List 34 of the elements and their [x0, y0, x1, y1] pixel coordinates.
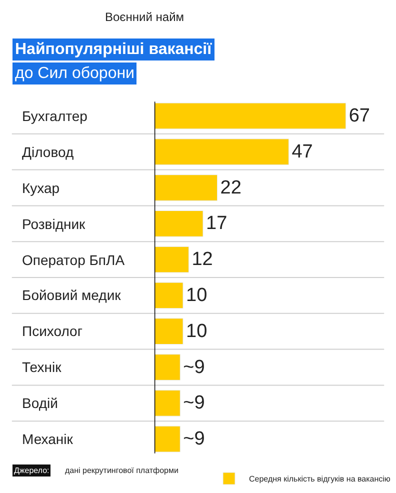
- bar: [154, 174, 218, 201]
- bar: [154, 318, 184, 345]
- data-label: ~9: [183, 392, 205, 414]
- data-label: 17: [206, 213, 228, 234]
- bar: [154, 426, 180, 452]
- y-tick-label: Водій: [22, 395, 58, 411]
- y-tick-label: Кухар: [22, 180, 60, 196]
- bar: [154, 282, 184, 309]
- y-tick-label: Механік: [22, 431, 74, 447]
- bar: [154, 354, 180, 380]
- chart-subtitle: Воєнний найм: [105, 10, 184, 24]
- data-label: 67: [348, 105, 370, 126]
- y-tick-label: Діловод: [22, 144, 74, 160]
- data-label: 22: [220, 177, 242, 198]
- text: Джерело: дані рекрутингової платформи: [14, 466, 178, 475]
- y-tick-label: Технік: [22, 359, 62, 375]
- y-tick-label: Бойовий медик: [22, 287, 122, 303]
- y-tick-label: Розвідник: [22, 216, 86, 232]
- data-label: 10: [186, 284, 208, 306]
- bar: [154, 246, 189, 273]
- y-tick-label: Психолог: [22, 323, 82, 339]
- data-label: ~9: [183, 428, 205, 450]
- bar: [154, 210, 204, 237]
- data-label: 12: [192, 249, 213, 270]
- chart-title: Найпопулярніші вакансії до Сил оборони: [15, 41, 212, 82]
- y-tick-label: Бухгалтер: [22, 108, 88, 124]
- data-label: 10: [186, 320, 208, 342]
- data-label: ~9: [183, 356, 205, 378]
- bar: [154, 102, 346, 130]
- data-label: 47: [292, 141, 313, 162]
- bar: [154, 138, 289, 166]
- legend-label: Середня кількість відгуків на вакансію: [249, 474, 390, 484]
- y-tick-label: Оператор БпЛА: [22, 252, 126, 268]
- bar: [154, 390, 180, 416]
